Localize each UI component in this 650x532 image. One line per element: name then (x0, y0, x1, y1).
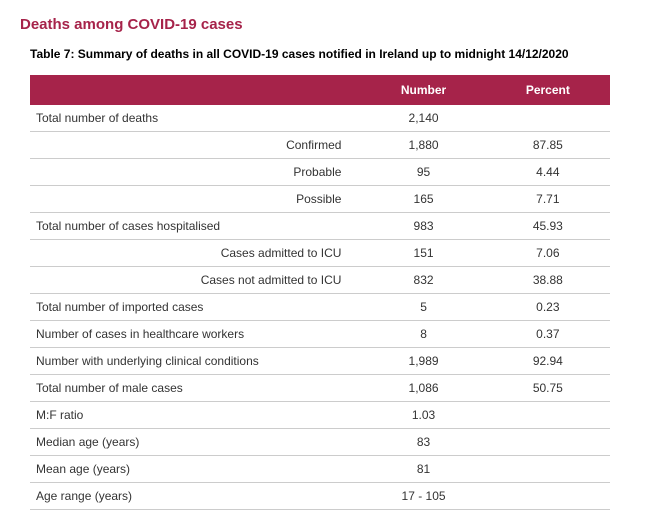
cell-label: Probable (30, 159, 361, 186)
cell-number: 81 (361, 456, 485, 483)
cell-percent: 87.85 (486, 132, 610, 159)
col-header-percent: Percent (486, 75, 610, 105)
table-row: Total number of deaths2,140 (30, 105, 610, 132)
cell-label: M:F ratio (30, 402, 361, 429)
table-row: Number of cases in healthcare workers80.… (30, 321, 610, 348)
table-row: Number with underlying clinical conditio… (30, 348, 610, 375)
table-row: Total number of imported cases50.23 (30, 294, 610, 321)
table-row: Total number of male cases1,08650.75 (30, 375, 610, 402)
cell-number: 165 (361, 186, 485, 213)
cell-label: Confirmed (30, 132, 361, 159)
cell-percent: 7.71 (486, 186, 610, 213)
cell-percent (486, 456, 610, 483)
cell-percent (486, 105, 610, 132)
cell-number: 151 (361, 240, 485, 267)
cell-label: Total number of cases hospitalised (30, 213, 361, 240)
cell-percent: 45.93 (486, 213, 610, 240)
cell-percent: 7.06 (486, 240, 610, 267)
table-header-row: Number Percent (30, 75, 610, 105)
table-row: Median age (years)83 (30, 429, 610, 456)
table-row: Mean age (years)81 (30, 456, 610, 483)
table-body: Total number of deaths2,140Confirmed1,88… (30, 105, 610, 510)
table-row: Cases not admitted to ICU83238.88 (30, 267, 610, 294)
cell-label: Total number of imported cases (30, 294, 361, 321)
section-title: Deaths among COVID-19 cases (20, 16, 630, 33)
cell-label: Number of cases in healthcare workers (30, 321, 361, 348)
table-row: Total number of cases hospitalised98345.… (30, 213, 610, 240)
cell-number: 17 - 105 (361, 483, 485, 510)
cell-percent (486, 483, 610, 510)
cell-percent: 0.23 (486, 294, 610, 321)
cell-number: 95 (361, 159, 485, 186)
cell-label: Age range (years) (30, 483, 361, 510)
cell-label: Mean age (years) (30, 456, 361, 483)
cell-number: 1,880 (361, 132, 485, 159)
cell-percent (486, 402, 610, 429)
table-caption: Table 7: Summary of deaths in all COVID-… (20, 47, 630, 61)
table-row: M:F ratio1.03 (30, 402, 610, 429)
cell-label: Possible (30, 186, 361, 213)
cell-percent: 50.75 (486, 375, 610, 402)
cell-percent: 92.94 (486, 348, 610, 375)
cell-label: Number with underlying clinical conditio… (30, 348, 361, 375)
cell-label: Total number of deaths (30, 105, 361, 132)
cell-number: 5 (361, 294, 485, 321)
cell-percent: 38.88 (486, 267, 610, 294)
cell-number: 8 (361, 321, 485, 348)
cell-percent: 4.44 (486, 159, 610, 186)
cell-percent: 0.37 (486, 321, 610, 348)
cell-number: 2,140 (361, 105, 485, 132)
cell-number: 83 (361, 429, 485, 456)
cell-number: 1,989 (361, 348, 485, 375)
col-header-label (30, 75, 361, 105)
cell-percent (486, 429, 610, 456)
cell-label: Median age (years) (30, 429, 361, 456)
cell-number: 1.03 (361, 402, 485, 429)
cell-number: 983 (361, 213, 485, 240)
cell-number: 1,086 (361, 375, 485, 402)
cell-label: Cases admitted to ICU (30, 240, 361, 267)
cell-label: Cases not admitted to ICU (30, 267, 361, 294)
table-row: Confirmed1,88087.85 (30, 132, 610, 159)
table-row: Cases admitted to ICU1517.06 (30, 240, 610, 267)
col-header-number: Number (361, 75, 485, 105)
table-row: Possible1657.71 (30, 186, 610, 213)
table-row: Age range (years)17 - 105 (30, 483, 610, 510)
table-row: Probable954.44 (30, 159, 610, 186)
cell-label: Total number of male cases (30, 375, 361, 402)
summary-table: Number Percent Total number of deaths2,1… (30, 75, 610, 510)
cell-number: 832 (361, 267, 485, 294)
